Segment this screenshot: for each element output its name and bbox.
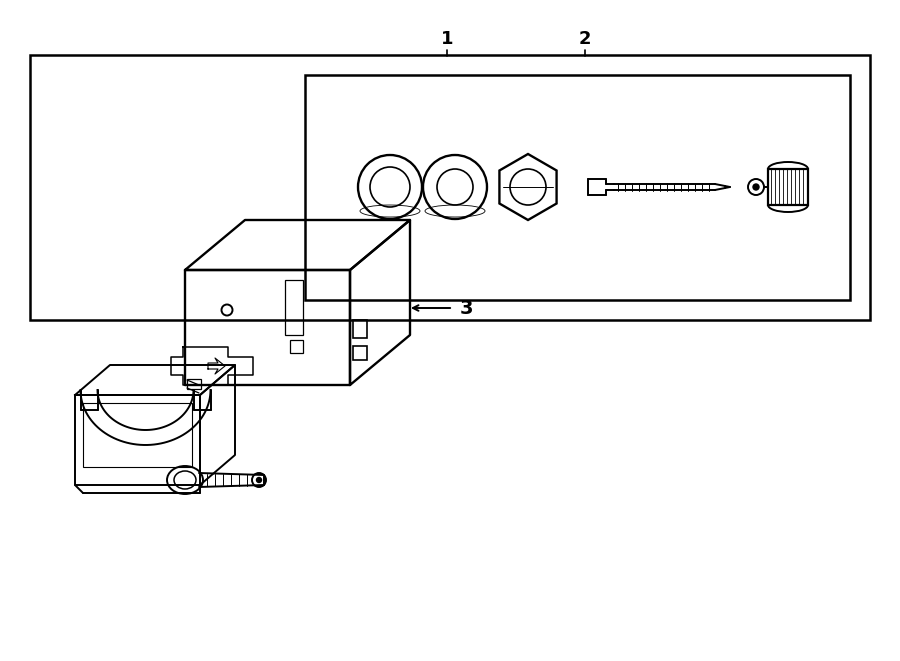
Text: 1: 1 bbox=[441, 30, 454, 48]
Bar bbox=[30, 55, 870, 320]
Bar bbox=[290, 340, 303, 353]
Bar bbox=[83, 403, 192, 467]
Text: 3: 3 bbox=[460, 299, 473, 317]
Bar bbox=[353, 346, 367, 360]
Circle shape bbox=[753, 184, 759, 190]
Bar bbox=[187, 379, 201, 389]
Circle shape bbox=[256, 477, 262, 483]
Bar bbox=[353, 320, 367, 338]
Bar bbox=[768, 169, 808, 205]
Bar bbox=[305, 75, 850, 300]
Bar bbox=[285, 280, 303, 335]
Text: 2: 2 bbox=[579, 30, 591, 48]
